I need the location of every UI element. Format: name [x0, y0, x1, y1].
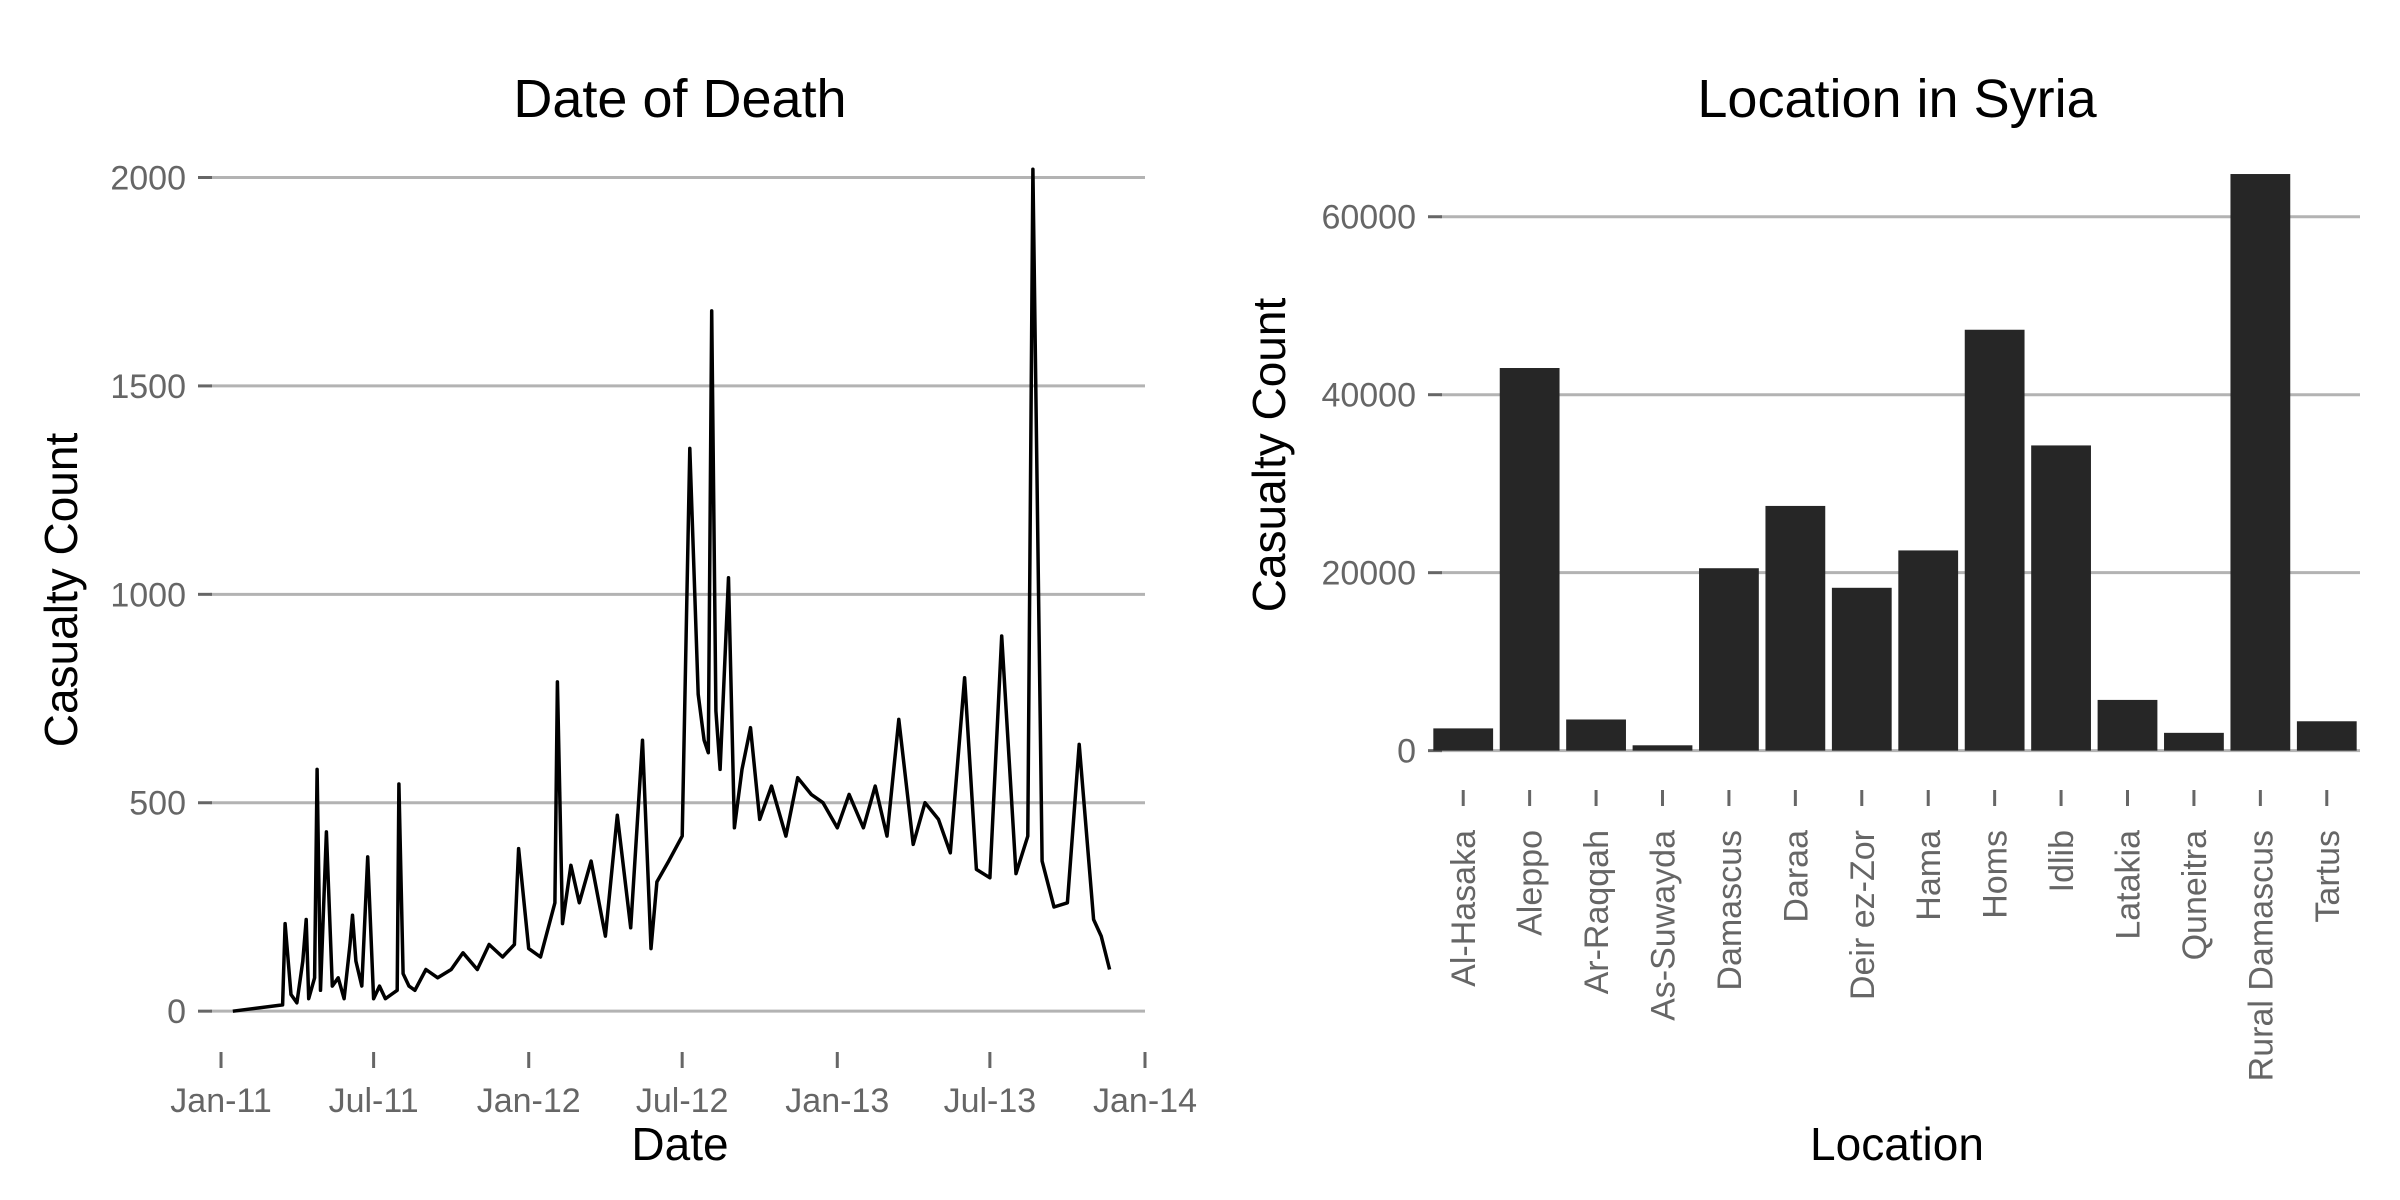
left-x-tick-label: Jan-13: [785, 1082, 889, 1120]
left-x-tick-label: Jan-12: [477, 1082, 581, 1120]
bar-idlib: [2031, 445, 2091, 751]
left-y-axis: 0 500 1000 1500 2000: [110, 160, 212, 1031]
location-panel: Location in Syria 0 20000 40000 60000 Al-Ha…: [1243, 69, 2360, 1170]
left-x-tick-label: Jul-11: [329, 1082, 419, 1120]
bar-as-suwayda: [1632, 745, 1693, 751]
right-x-tick-label: Daraa: [1777, 830, 1815, 923]
right-y-tick-label: 0: [1397, 733, 1416, 771]
bar-damascus: [1699, 568, 1759, 751]
right-x-tick-label: Al-Hasaka: [1445, 830, 1483, 987]
location-bars: [1433, 174, 2357, 751]
bar-deir-ez-zor: [1831, 587, 1892, 751]
right-x-tick-label: Quneitra: [2176, 830, 2214, 960]
right-y-axis-title: Casualty Count: [1243, 298, 1295, 613]
right-x-tick-label: As-Suwayda: [1645, 830, 1683, 1021]
right-x-axis: Al-Hasaka Aleppo Ar-Raqqah As-Suwayda Damasc…: [1445, 790, 2347, 1081]
right-x-tick-label: Homs: [1977, 830, 2015, 919]
bar-tartus: [2296, 721, 2357, 751]
casualty-line: [232, 167, 1112, 1013]
bar-hama: [1898, 550, 1959, 751]
left-x-tick-label: Jan-14: [1093, 1082, 1197, 1120]
bar-homs: [1964, 329, 2025, 751]
right-y-tick-label: 40000: [1321, 377, 1416, 415]
right-x-tick-label: Deir ez-Zor: [1844, 830, 1882, 1000]
right-x-tick-label: Aleppo: [1512, 830, 1550, 936]
bar-ar-raqqah: [1566, 719, 1626, 751]
right-y-tick-label: 20000: [1321, 555, 1416, 593]
left-y-tick-label: 0: [167, 993, 186, 1031]
left-x-tick-label: Jul-13: [944, 1082, 1037, 1120]
left-x-tick-label: Jul-12: [636, 1082, 729, 1120]
right-x-tick-label: Tartus: [2309, 830, 2347, 923]
date-of-death-panel: Date of Death 0 500 1000 1500 2000 Jan-11 Jul…: [35, 69, 1197, 1170]
left-gridlines: [210, 176, 1145, 1013]
left-y-axis-title: Casualty Count: [35, 433, 87, 748]
bar-latakia: [2097, 699, 2158, 751]
right-x-tick-label: Damascus: [1711, 830, 1749, 991]
right-x-tick-label: Hama: [1910, 830, 1948, 921]
left-y-tick-label: 1500: [110, 368, 186, 406]
bar-rural-damascus: [2230, 174, 2291, 751]
left-chart-title: Date of Death: [513, 69, 846, 129]
right-x-tick-label: Ar-Raqqah: [1578, 830, 1616, 994]
bar-quneitra: [2164, 732, 2224, 751]
left-x-tick-label: Jan-11: [170, 1082, 271, 1120]
right-x-axis-title: Location: [1810, 1118, 1984, 1170]
right-x-tick-label: Idlib: [2043, 830, 2081, 892]
left-x-axis-title: Date: [631, 1118, 728, 1170]
right-y-axis: 0 20000 40000 60000: [1321, 199, 1442, 771]
bar-aleppo: [1499, 368, 1560, 751]
left-x-axis: Jan-11 Jul-11 Jan-12 Jul-12 Jan-13 Jul-13 Jan-…: [170, 1052, 1197, 1120]
bar-daraa: [1765, 505, 1826, 751]
left-y-tick-label: 500: [129, 785, 186, 823]
right-x-tick-label: Latakia: [2110, 830, 2148, 940]
left-y-tick-label: 2000: [110, 160, 186, 198]
right-chart-title: Location in Syria: [1697, 69, 2097, 129]
bar-al-hasaka: [1433, 728, 1494, 751]
right-y-tick-label: 60000: [1321, 199, 1416, 237]
right-x-tick-label: Rural Damascus: [2242, 830, 2280, 1081]
left-y-tick-label: 1000: [110, 576, 186, 614]
